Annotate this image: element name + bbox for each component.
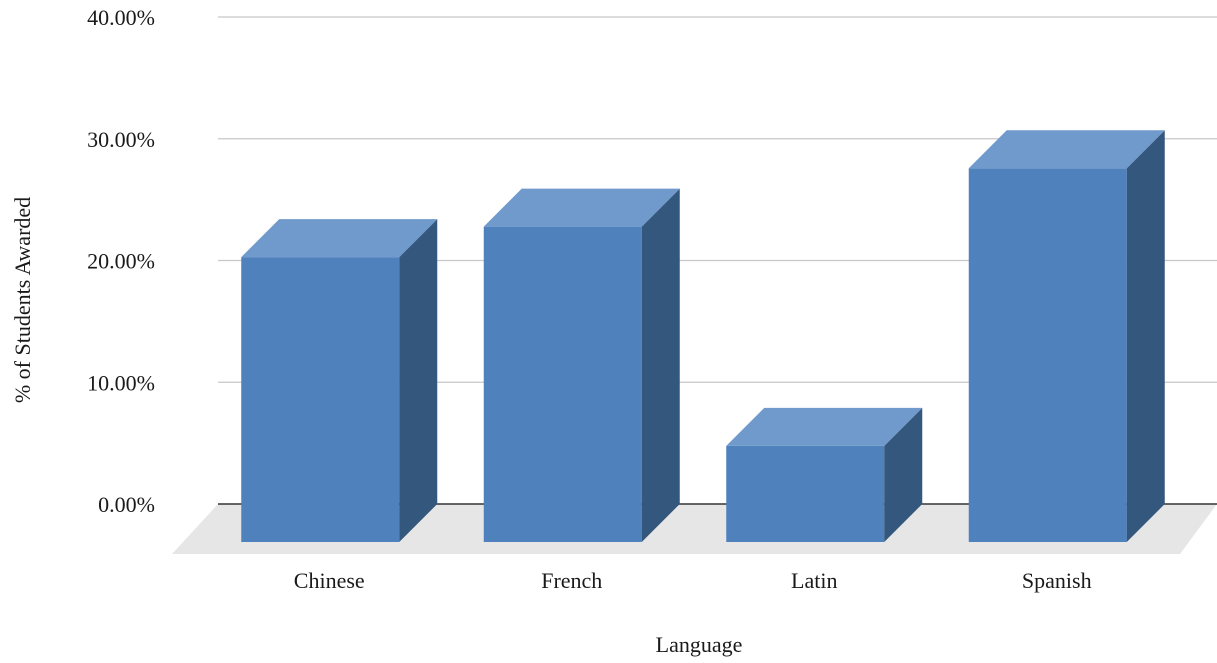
x-tick-label: Spanish bbox=[1022, 568, 1092, 593]
x-tick-label: Latin bbox=[791, 568, 837, 593]
y-tick-label: 0.00% bbox=[98, 492, 155, 517]
bar-top-face bbox=[241, 219, 438, 258]
bar-front-face bbox=[241, 257, 400, 542]
y-tick-label: 30.00% bbox=[87, 127, 155, 152]
bar-top-face bbox=[483, 188, 680, 227]
bar-chinese bbox=[241, 219, 438, 543]
bar-front-face bbox=[483, 226, 642, 543]
bar-top-face bbox=[726, 407, 923, 446]
bar-front-face bbox=[968, 168, 1127, 543]
x-tick-label: Chinese bbox=[294, 568, 365, 593]
y-tick-label: 40.00% bbox=[87, 5, 155, 30]
bar-side-face bbox=[641, 188, 680, 543]
bar-top-face bbox=[968, 130, 1165, 169]
y-tick-label: 10.00% bbox=[87, 370, 155, 395]
y-axis-title: % of Students Awarded bbox=[10, 197, 35, 403]
y-tick-label: 20.00% bbox=[87, 249, 155, 274]
bar-side-face bbox=[1126, 130, 1165, 543]
bar-side-face bbox=[399, 219, 438, 543]
bar-side-face bbox=[884, 407, 923, 542]
bar-front-face bbox=[726, 445, 885, 542]
x-axis-title: Language bbox=[656, 632, 743, 657]
chart-floor bbox=[172, 504, 1217, 554]
bar-french bbox=[483, 188, 680, 543]
bar-latin bbox=[726, 407, 923, 542]
bar-spanish bbox=[968, 130, 1165, 543]
x-tick-label: French bbox=[541, 568, 602, 593]
